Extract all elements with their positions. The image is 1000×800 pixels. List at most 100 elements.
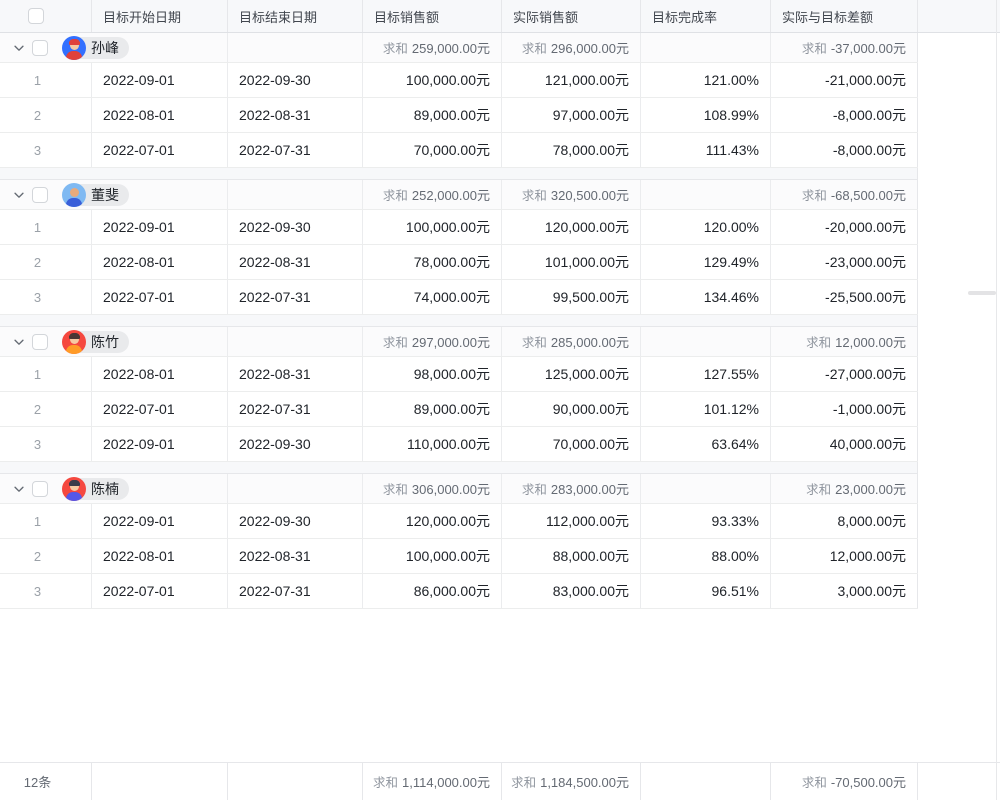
- cell-target-diff[interactable]: -8,000.00元: [771, 133, 918, 167]
- footer-empty-cell[interactable]: [228, 763, 363, 800]
- group-sum-target[interactable]: 求和 259,000.00元: [363, 33, 502, 62]
- row-index-cell[interactable]: 2: [0, 98, 92, 132]
- cell-actual-sales[interactable]: 97,000.00元: [502, 98, 641, 132]
- cell-start-date[interactable]: 2022-07-01: [92, 133, 228, 167]
- cell-target-diff[interactable]: 3,000.00元: [771, 574, 918, 608]
- cell-target-sales[interactable]: 89,000.00元: [363, 392, 502, 426]
- person-tag[interactable]: 陈竹: [62, 329, 129, 354]
- cell-end-date[interactable]: 2022-09-30: [228, 63, 363, 97]
- footer-sum-actual[interactable]: 求和 1,184,500.00元: [502, 763, 641, 800]
- cell-target-diff[interactable]: 8,000.00元: [771, 504, 918, 538]
- group-sum-diff[interactable]: 求和 12,000.00元: [771, 327, 918, 356]
- row-index-cell[interactable]: 2: [0, 245, 92, 279]
- group-sum-diff[interactable]: 求和 -37,000.00元: [771, 33, 918, 62]
- cell-target-diff[interactable]: 40,000.00元: [771, 427, 918, 461]
- row-index-cell[interactable]: 1: [0, 63, 92, 97]
- cell-target-sales[interactable]: 100,000.00元: [363, 210, 502, 244]
- footer-sum-target[interactable]: 求和 1,114,000.00元: [363, 763, 502, 800]
- chevron-down-icon[interactable]: [10, 39, 28, 57]
- row-index-cell[interactable]: 2: [0, 539, 92, 573]
- cell-target-sales[interactable]: 98,000.00元: [363, 357, 502, 391]
- cell-actual-sales[interactable]: 99,500.00元: [502, 280, 641, 314]
- cell-end-date[interactable]: 2022-09-30: [228, 210, 363, 244]
- footer-empty-cell[interactable]: [641, 763, 771, 800]
- column-header-0[interactable]: [0, 0, 92, 32]
- group-sum-actual[interactable]: 求和 320,500.00元: [502, 180, 641, 209]
- cell-completion-rate[interactable]: 96.51%: [641, 574, 771, 608]
- cell-actual-sales[interactable]: 101,000.00元: [502, 245, 641, 279]
- footer-empty-cell[interactable]: [92, 763, 228, 800]
- row-index-cell[interactable]: 3: [0, 574, 92, 608]
- group-empty-cell[interactable]: [228, 474, 363, 503]
- cell-start-date[interactable]: 2022-07-01: [92, 574, 228, 608]
- cell-target-diff[interactable]: -23,000.00元: [771, 245, 918, 279]
- person-tag[interactable]: 孙峰: [62, 35, 129, 60]
- select-all-checkbox[interactable]: [28, 8, 44, 24]
- cell-start-date[interactable]: 2022-08-01: [92, 539, 228, 573]
- row-index-cell[interactable]: 1: [0, 210, 92, 244]
- cell-start-date[interactable]: 2022-08-01: [92, 357, 228, 391]
- row-index-cell[interactable]: 3: [0, 427, 92, 461]
- cell-completion-rate[interactable]: 121.00%: [641, 63, 771, 97]
- cell-start-date[interactable]: 2022-09-01: [92, 504, 228, 538]
- chevron-down-icon[interactable]: [10, 333, 28, 351]
- cell-completion-rate[interactable]: 63.64%: [641, 427, 771, 461]
- cell-target-sales[interactable]: 120,000.00元: [363, 504, 502, 538]
- cell-target-sales[interactable]: 100,000.00元: [363, 539, 502, 573]
- cell-actual-sales[interactable]: 120,000.00元: [502, 210, 641, 244]
- cell-actual-sales[interactable]: 88,000.00元: [502, 539, 641, 573]
- group-sum-actual[interactable]: 求和 285,000.00元: [502, 327, 641, 356]
- cell-end-date[interactable]: 2022-09-30: [228, 427, 363, 461]
- cell-target-sales[interactable]: 78,000.00元: [363, 245, 502, 279]
- cell-target-diff[interactable]: -27,000.00元: [771, 357, 918, 391]
- cell-completion-rate[interactable]: 93.33%: [641, 504, 771, 538]
- cell-target-sales[interactable]: 86,000.00元: [363, 574, 502, 608]
- cell-end-date[interactable]: 2022-07-31: [228, 392, 363, 426]
- cell-completion-rate[interactable]: 127.55%: [641, 357, 771, 391]
- cell-completion-rate[interactable]: 134.46%: [641, 280, 771, 314]
- cell-actual-sales[interactable]: 121,000.00元: [502, 63, 641, 97]
- cell-start-date[interactable]: 2022-07-01: [92, 392, 228, 426]
- row-index-cell[interactable]: 2: [0, 392, 92, 426]
- cell-completion-rate[interactable]: 101.12%: [641, 392, 771, 426]
- row-index-cell[interactable]: 1: [0, 504, 92, 538]
- row-index-cell[interactable]: 3: [0, 280, 92, 314]
- cell-end-date[interactable]: 2022-07-31: [228, 280, 363, 314]
- group-empty-cell[interactable]: [228, 327, 363, 356]
- column-header-1[interactable]: 目标开始日期: [92, 0, 228, 32]
- column-header-3[interactable]: 目标销售额: [363, 0, 502, 32]
- group-empty-cell[interactable]: [641, 180, 771, 209]
- cell-target-sales[interactable]: 70,000.00元: [363, 133, 502, 167]
- group-sum-actual[interactable]: 求和 296,000.00元: [502, 33, 641, 62]
- cell-target-sales[interactable]: 89,000.00元: [363, 98, 502, 132]
- cell-actual-sales[interactable]: 125,000.00元: [502, 357, 641, 391]
- row-index-cell[interactable]: 3: [0, 133, 92, 167]
- cell-target-diff[interactable]: -21,000.00元: [771, 63, 918, 97]
- group-title-cell[interactable]: 陈楠: [0, 474, 228, 503]
- cell-actual-sales[interactable]: 70,000.00元: [502, 427, 641, 461]
- group-empty-cell[interactable]: [641, 327, 771, 356]
- group-checkbox[interactable]: [32, 186, 48, 203]
- cell-start-date[interactable]: 2022-09-01: [92, 427, 228, 461]
- column-header-5[interactable]: 目标完成率: [641, 0, 771, 32]
- cell-start-date[interactable]: 2022-09-01: [92, 210, 228, 244]
- chevron-down-icon[interactable]: [10, 186, 28, 204]
- group-sum-actual[interactable]: 求和 283,000.00元: [502, 474, 641, 503]
- person-tag[interactable]: 陈楠: [62, 476, 129, 501]
- cell-target-sales[interactable]: 100,000.00元: [363, 63, 502, 97]
- group-sum-target[interactable]: 求和 306,000.00元: [363, 474, 502, 503]
- group-sum-target[interactable]: 求和 252,000.00元: [363, 180, 502, 209]
- group-checkbox[interactable]: [32, 333, 48, 350]
- chevron-down-icon[interactable]: [10, 480, 28, 498]
- cell-completion-rate[interactable]: 88.00%: [641, 539, 771, 573]
- cell-end-date[interactable]: 2022-08-31: [228, 357, 363, 391]
- cell-end-date[interactable]: 2022-07-31: [228, 574, 363, 608]
- group-title-cell[interactable]: 陈竹: [0, 327, 228, 356]
- group-title-cell[interactable]: 孙峰: [0, 33, 228, 62]
- cell-end-date[interactable]: 2022-08-31: [228, 245, 363, 279]
- cell-target-diff[interactable]: 12,000.00元: [771, 539, 918, 573]
- cell-actual-sales[interactable]: 90,000.00元: [502, 392, 641, 426]
- cell-target-diff[interactable]: -20,000.00元: [771, 210, 918, 244]
- cell-actual-sales[interactable]: 112,000.00元: [502, 504, 641, 538]
- cell-completion-rate[interactable]: 108.99%: [641, 98, 771, 132]
